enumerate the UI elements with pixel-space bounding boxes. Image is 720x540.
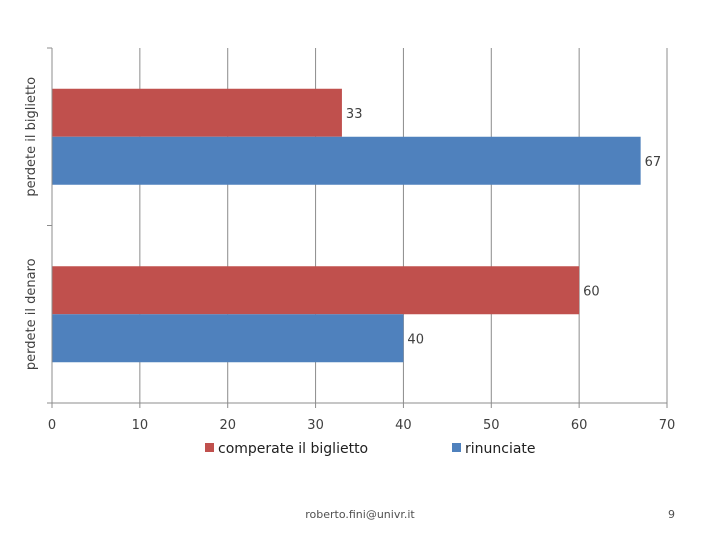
legend: comperate il biglietto rinunciate xyxy=(205,441,536,457)
legend-swatch xyxy=(452,443,461,452)
axes xyxy=(47,47,668,408)
x-tick-label: 70 xyxy=(659,418,676,433)
x-tick-label: 60 xyxy=(571,418,588,433)
data-label: 40 xyxy=(407,332,424,347)
legend-swatch xyxy=(205,443,214,452)
x-tick-label: 0 xyxy=(48,418,56,433)
data-label: 33 xyxy=(346,107,363,122)
legend-label: rinunciate xyxy=(465,441,536,457)
bar xyxy=(52,314,404,363)
category-label: perdete il biglietto xyxy=(24,77,39,197)
x-tick-label: 50 xyxy=(483,418,500,433)
x-tick-label: 20 xyxy=(219,418,236,433)
legend-label: comperate il biglietto xyxy=(218,441,368,457)
x-tick-label: 30 xyxy=(307,418,324,433)
x-tick-label: 40 xyxy=(395,418,412,433)
footer-email: roberto.fini@univr.it xyxy=(305,508,415,521)
x-tick-label: 10 xyxy=(132,418,149,433)
category-label: perdete il denaro xyxy=(24,258,39,370)
labels: 0 10 20 30 40 50 60 70 perdete il denaro 60 40 perd… xyxy=(24,77,675,433)
data-label: 67 xyxy=(645,155,662,170)
bar xyxy=(52,136,641,185)
bars xyxy=(52,88,641,363)
page-number: 9 xyxy=(668,508,675,521)
bar xyxy=(52,88,342,137)
data-label: 60 xyxy=(583,284,600,299)
bar xyxy=(52,266,580,315)
